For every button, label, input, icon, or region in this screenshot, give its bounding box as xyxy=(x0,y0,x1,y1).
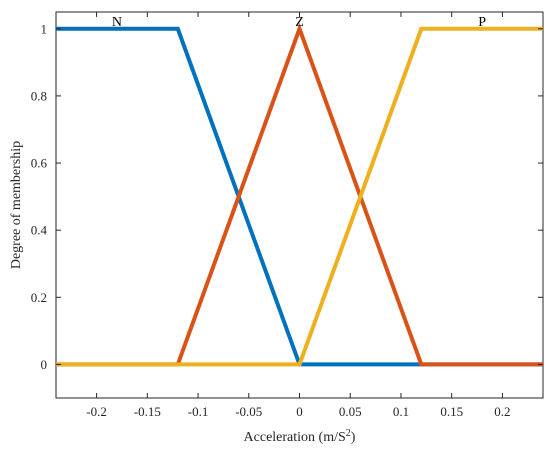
y-tick-label: 0.2 xyxy=(31,290,47,305)
series-label-z: Z xyxy=(295,15,304,30)
x-tick-label: -0.2 xyxy=(86,404,107,419)
series-layer xyxy=(56,22,543,367)
x-axis-title-sup: 2 xyxy=(346,428,351,439)
x-axis-title-main: Acceleration (m/S xyxy=(244,430,346,445)
series-line-z xyxy=(56,22,543,367)
x-tick-label: -0.15 xyxy=(134,404,161,419)
x-tick-label: 0.1 xyxy=(393,404,409,419)
x-tick-label: 0.15 xyxy=(440,404,463,419)
y-tick-label: 0.8 xyxy=(31,88,47,103)
x-tick-label: -0.05 xyxy=(235,404,262,419)
plot-area: -0.2 -0.15 -0.1 -0.05 0 0.05 0.1 0.15 0.2 0 0.2 0.4… xyxy=(31,11,544,419)
series-line-n xyxy=(56,26,543,367)
series-line-p xyxy=(56,26,543,367)
x-tick-label: 0.2 xyxy=(494,404,510,419)
x-tick-label: -0.1 xyxy=(188,404,209,419)
y-tick-label: 0 xyxy=(41,357,48,372)
y-tick-label: 1 xyxy=(41,21,48,36)
x-tick-label: 0 xyxy=(296,404,303,419)
x-tick-label: 0.05 xyxy=(339,404,362,419)
x-axis-title: Acceleration (m/S2) xyxy=(244,428,356,446)
ticks-layer: -0.2 -0.15 -0.1 -0.05 0 0.05 0.1 0.15 0.2 0 0.2 0.4… xyxy=(31,12,543,419)
series-label-p: P xyxy=(478,15,486,30)
y-tick-label: 0.4 xyxy=(31,223,48,238)
series-label-n: N xyxy=(112,15,122,30)
y-axis-title: Degree of membership xyxy=(9,141,24,269)
axes-box xyxy=(55,11,544,399)
y-tick-label: 0.6 xyxy=(31,156,48,171)
x-axis-title-tail: ) xyxy=(351,430,356,445)
